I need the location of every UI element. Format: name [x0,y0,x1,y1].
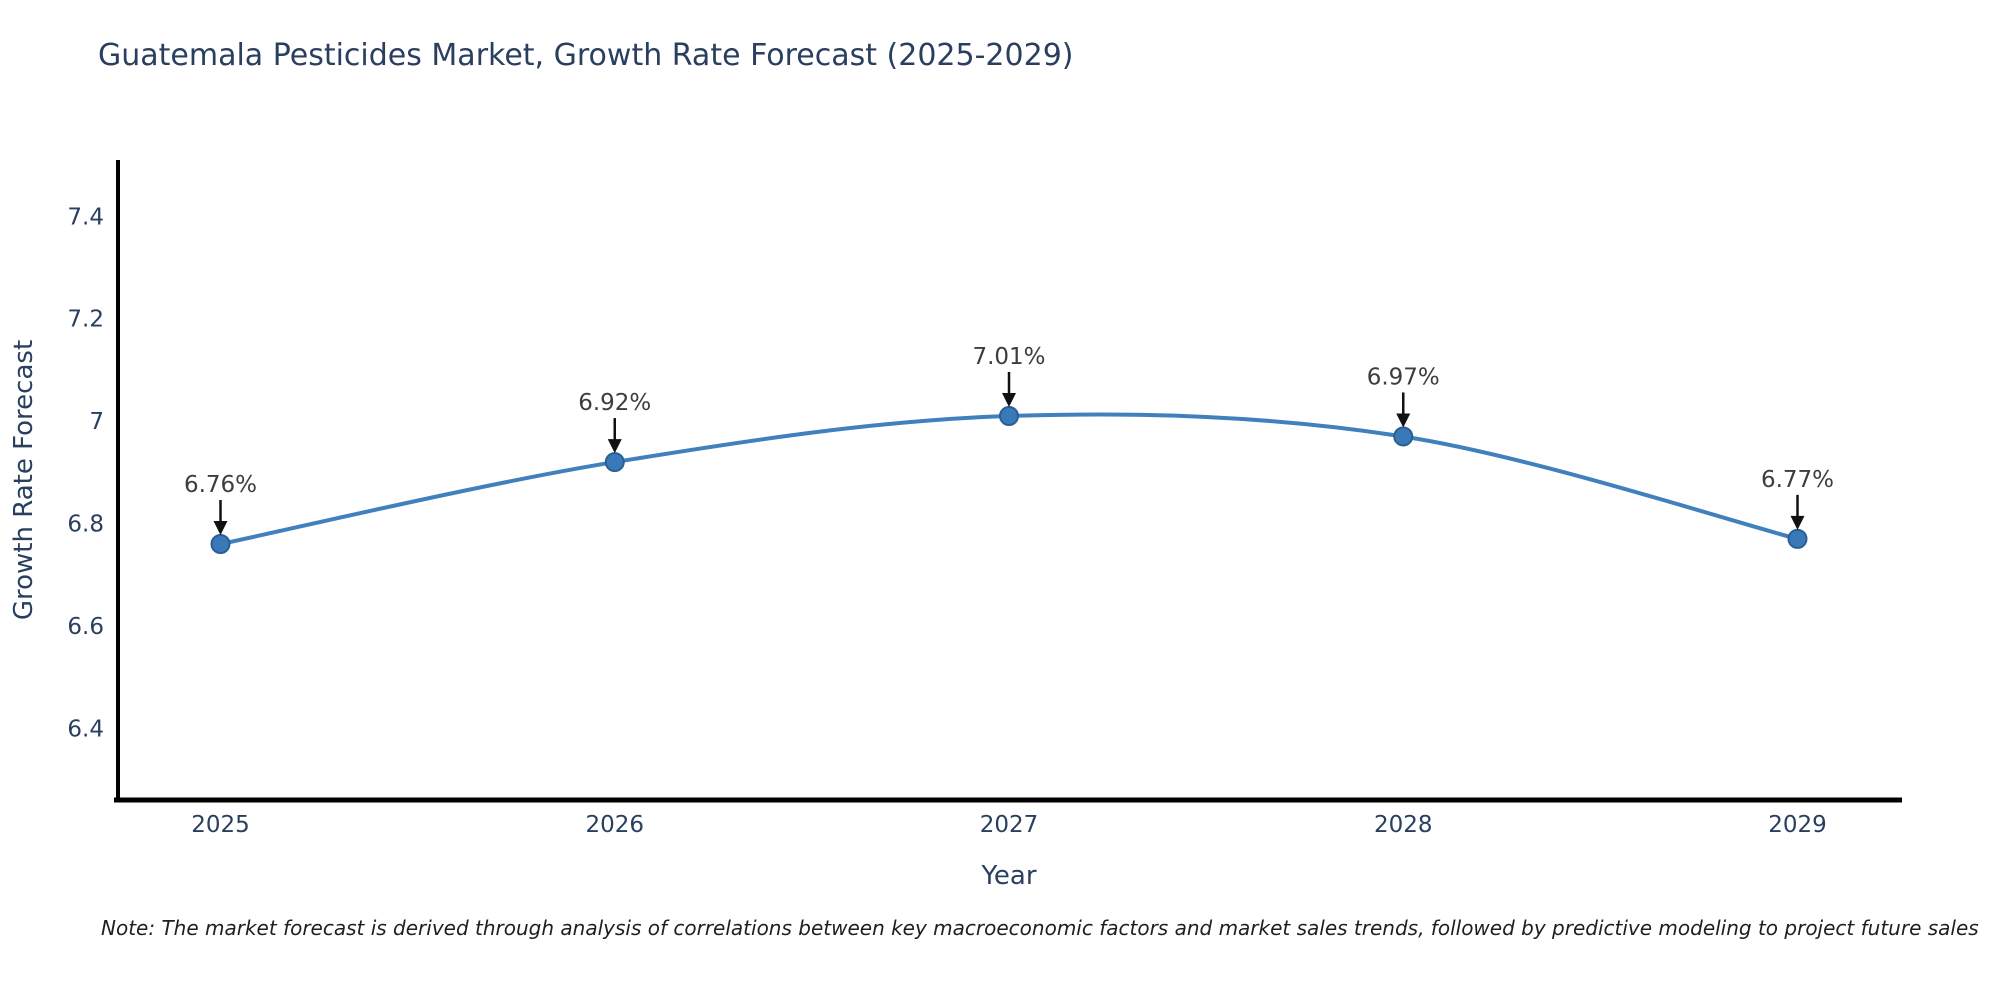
point-annotation-label: 6.92% [578,390,651,416]
y-tick-label: 7.4 [67,204,104,230]
data-point-marker [210,534,231,554]
x-tick-label: 2025 [191,812,250,838]
point-annotation-label: 7.01% [972,344,1045,370]
data-point-marker [999,406,1019,426]
y-tick-label: 7.2 [67,307,104,333]
point-annotation-label: 6.77% [1761,467,1834,493]
annotation-arrowhead [607,439,622,454]
data-point-marker [604,452,625,473]
annotation-arrowhead [1790,515,1805,530]
point-annotation-label: 6.97% [1367,364,1440,390]
point-annotation-label: 6.76% [184,472,257,498]
x-tick-label: 2028 [1374,812,1433,838]
y-tick-label: 6.8 [67,512,104,538]
annotation-arrowhead [213,521,228,535]
chart-title: Guatemala Pesticides Market, Growth Rate… [98,38,1074,73]
y-tick-label: 7 [89,409,104,435]
annotation-arrowhead [1002,393,1016,407]
footnote-text: Note: The market forecast is derived thr… [101,916,1979,940]
x-tick-label: 2026 [585,812,644,838]
data-point-marker [1787,528,1808,549]
annotation-arrowhead [1396,413,1411,428]
data-point-marker [1393,426,1414,447]
y-tick-label: 6.4 [67,716,104,742]
y-tick-label: 6.6 [67,614,104,640]
x-tick-label: 2027 [980,812,1039,838]
x-axis-title: Year [980,861,1036,891]
series-line [220,412,1799,546]
y-axis-title: Growth Rate Forecast [9,340,39,620]
x-tick-label: 2029 [1768,812,1827,838]
